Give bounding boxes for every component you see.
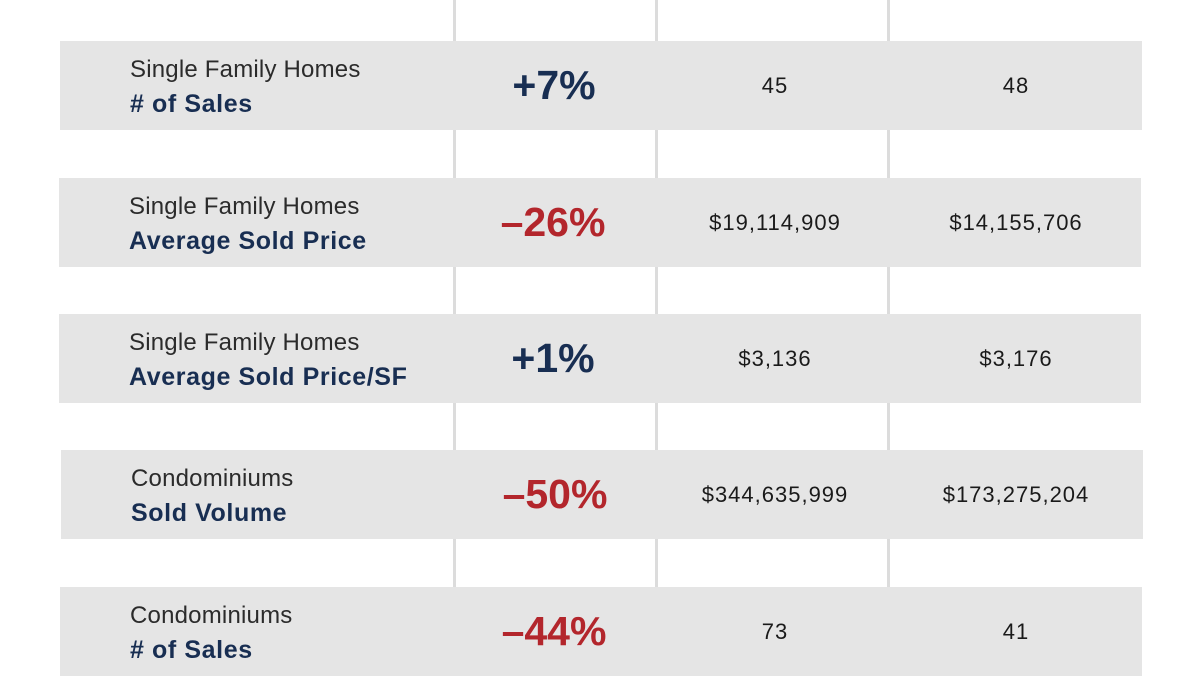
table-row: Single Family Homes Average Sold Price –…: [59, 178, 1141, 267]
value-column-1: $19,114,909: [709, 209, 841, 235]
category-label: Single Family Homes: [129, 193, 360, 220]
metric-label: Sold Volume: [131, 499, 288, 527]
row-label: Condominiums # of Sales: [130, 599, 292, 667]
row-label: Condominiums Sold Volume: [131, 462, 293, 530]
category-label: Condominiums: [131, 465, 294, 492]
value-column-2: 41: [1002, 618, 1030, 644]
category-label: Condominiums: [130, 602, 293, 629]
value-column-1: $3,136: [738, 345, 812, 371]
value-column-2: $3,176: [979, 345, 1053, 371]
metric-label: Average Sold Price/SF: [129, 363, 408, 391]
table-row: Condominiums # of Sales –44% 73 41: [60, 587, 1142, 676]
change-percent: –44%: [501, 608, 607, 654]
change-percent: +1%: [511, 335, 595, 381]
change-percent: +7%: [512, 62, 596, 108]
row-label: Single Family Homes # of Sales: [130, 53, 361, 121]
table-row: Single Family Homes # of Sales +7% 45 48: [60, 41, 1142, 130]
value-column-1: 45: [761, 72, 789, 98]
value-column-1: 73: [761, 618, 789, 644]
metric-label: # of Sales: [130, 90, 253, 118]
change-percent: –26%: [500, 199, 606, 245]
value-column-2: 48: [1002, 72, 1030, 98]
table-row: Condominiums Sold Volume –50% $344,635,9…: [61, 450, 1143, 539]
category-label: Single Family Homes: [130, 56, 361, 83]
value-column-1: $344,635,999: [701, 481, 849, 507]
value-column-2: $173,275,204: [942, 481, 1090, 507]
change-percent: –50%: [502, 471, 608, 517]
row-label: Single Family Homes Average Sold Price/S…: [129, 326, 407, 394]
metric-label: # of Sales: [130, 636, 253, 664]
category-label: Single Family Homes: [129, 329, 360, 356]
row-label: Single Family Homes Average Sold Price: [129, 190, 367, 258]
table-row: Single Family Homes Average Sold Price/S…: [59, 314, 1141, 403]
value-column-2: $14,155,706: [949, 209, 1083, 235]
metric-label: Average Sold Price: [129, 227, 367, 255]
